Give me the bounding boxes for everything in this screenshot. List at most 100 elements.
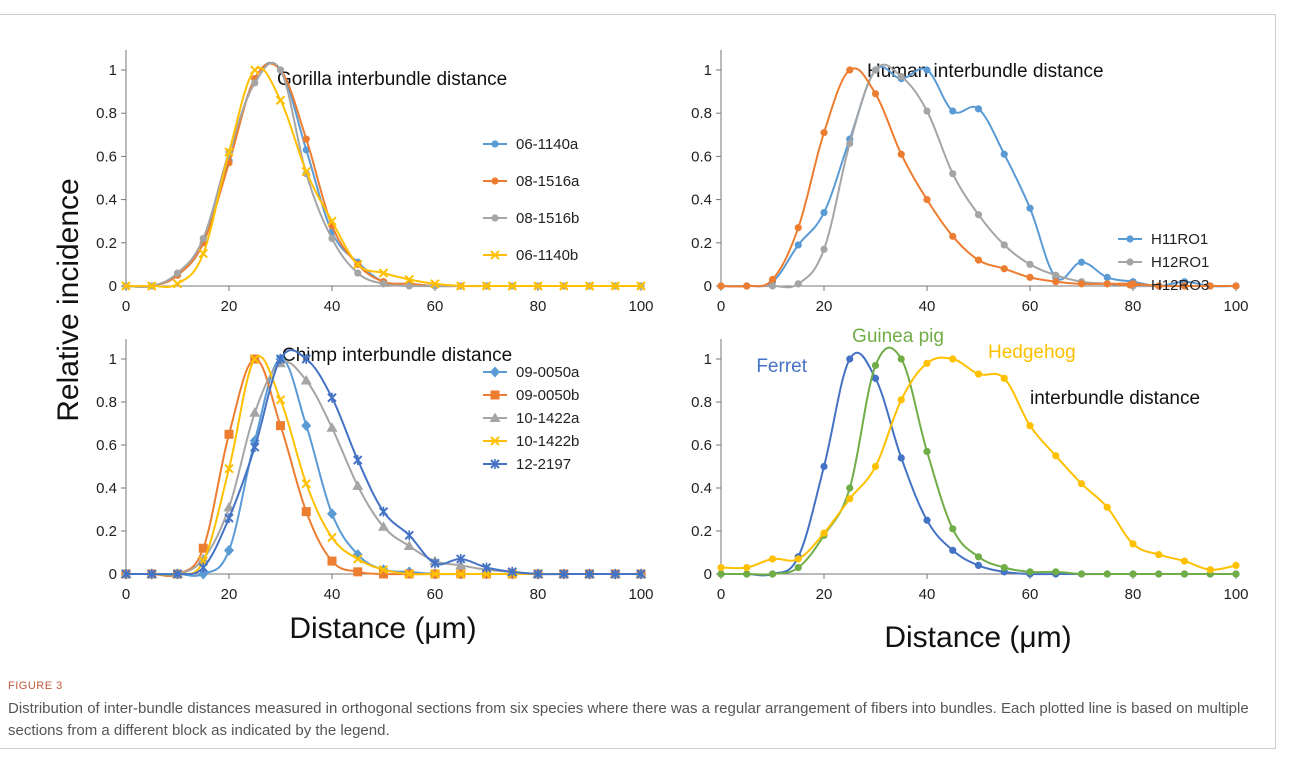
y-tick-label: 1 [704,351,712,368]
legend-marker [491,177,499,185]
data-point [1180,570,1189,578]
x-tick-label: 20 [816,586,833,603]
legend-marker [1126,258,1134,266]
data-point [224,429,234,439]
legend-marker [1126,281,1134,289]
legend-entry: 08-1516b [483,210,579,227]
data-point [224,463,234,474]
x-tick-label: 60 [427,586,444,603]
y-tick-label: 0.8 [96,105,117,122]
data-point [974,211,983,219]
x-tick-label: 80 [530,298,547,315]
data-point [974,553,983,561]
legend-marker [490,436,500,446]
data-point [224,544,234,556]
legend-entry: H11RO1 [1118,231,1208,248]
data-point [172,279,183,289]
legend-label: 12-2197 [516,456,571,473]
data-point [1026,568,1034,576]
data-point [430,569,440,579]
data-point [224,513,234,524]
data-point [768,555,777,563]
data-point [378,506,389,517]
series-12-2197 [121,349,646,579]
data-point [820,245,828,253]
data-point [923,447,931,456]
data-point [224,147,234,157]
chart-title: Chimp interbundle distance [282,345,512,366]
x-axis-title-left: Distance (μm) [289,612,476,645]
data-point [173,269,182,277]
data-point [533,281,543,291]
data-point [1077,258,1086,266]
chart-panel-3: 0 0.2 0.4 0.6 0.8 1 0 20 40 60 80 100 Chimp interbun… [96,339,654,603]
legend-label: 08-1516a [516,173,580,190]
legend-marker [490,459,500,469]
y-tick-label: 0 [704,566,712,583]
legend-marker [490,250,500,260]
legend-label: 06-1140a [516,136,579,153]
figure-caption-text: Distribution of inter-bundle distances m… [8,700,1249,739]
chart-title: interbundle distance [1030,388,1200,409]
data-point [1000,241,1008,249]
data-point [923,107,931,115]
data-point [197,553,209,563]
data-point [275,395,286,405]
data-point [403,540,415,551]
data-point [768,275,777,284]
data-point [300,375,312,385]
data-point [1180,282,1189,290]
data-point [404,569,414,579]
y-tick-label: 0 [109,566,117,583]
data-point [1052,278,1060,286]
data-point [949,355,957,363]
data-point [507,566,517,577]
data-point [1103,273,1111,281]
series-inline-label: Hedgehog [988,342,1076,363]
chart-panel-2: 0 0.2 0.4 0.6 0.8 1 0 20 40 60 80 100 Human interbun… [691,50,1249,315]
data-point [121,569,131,579]
legend-label: 08-1516b [516,210,579,227]
series-line [125,66,641,288]
data-point [275,354,286,364]
y-tick-label: 0.2 [691,523,712,540]
legend-entry: 12-2197 [483,456,571,473]
x-tick-label: 20 [816,298,833,315]
data-point [820,462,828,471]
x-tick-label: 40 [919,298,936,315]
figure-caption: FIGURE 3 Distribution of inter-bundle di… [8,680,1263,742]
data-point [897,150,905,158]
y-tick-label: 0.4 [691,480,712,497]
data-point [897,396,905,404]
y-axis-title: Relative incidence [52,178,85,421]
data-point [949,232,957,240]
data-point [352,480,364,490]
y-tick-label: 0.8 [96,394,117,411]
legend-marker [490,366,500,378]
data-point [455,559,467,570]
x-tick-label: 60 [1022,586,1039,603]
x-tick-label: 40 [919,586,936,603]
y-tick-label: 0.2 [96,235,117,252]
x-tick-label: 20 [221,298,238,315]
data-point [353,554,363,564]
data-point [430,558,440,569]
y-tick-label: 0.4 [96,192,117,209]
data-point [871,90,880,98]
data-point [121,281,131,291]
data-point [147,281,157,291]
data-point [846,495,854,503]
data-point [507,281,517,291]
data-point [354,269,362,277]
data-point [897,355,905,363]
x-tick-label: 80 [1125,298,1142,315]
data-point [198,248,208,259]
y-tick-label: 0.6 [691,437,712,454]
legend-label: 06-1140b [516,247,578,264]
legend-label: 09-0050a [516,364,580,381]
data-point [276,421,285,431]
data-point [301,507,311,517]
data-point [871,374,880,382]
data-point [1180,557,1189,565]
data-point [923,359,931,367]
